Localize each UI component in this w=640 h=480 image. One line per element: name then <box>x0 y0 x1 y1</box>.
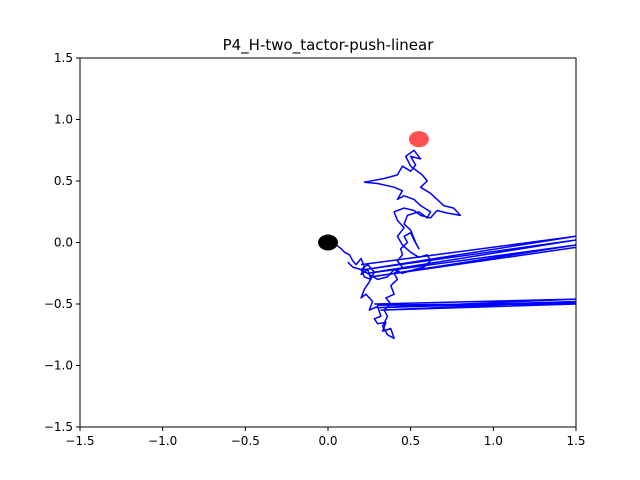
x-axis: −1.5 −1.0 −0.5 0.0 0.5 1.0 1.5 <box>65 427 586 448</box>
y-tick-label: 0.5 <box>54 174 73 188</box>
y-tick-label: 1.5 <box>54 51 73 65</box>
x-tick-label: −1.5 <box>65 434 94 448</box>
series-layer <box>327 149 576 340</box>
x-tick-label: 1.5 <box>566 434 585 448</box>
y-tick-label: 1.0 <box>54 113 73 127</box>
y-axis: −1.5 −1.0 −0.5 0.0 0.5 1.0 1.5 <box>44 51 80 434</box>
x-tick-label: 0.0 <box>318 434 337 448</box>
x-tick-label: −1.0 <box>148 434 177 448</box>
chart-title: P4_H-two_tactor-push-linear <box>223 36 435 55</box>
y-tick-label: −1.5 <box>44 420 73 434</box>
trajectory-line-0 <box>327 149 462 340</box>
start-point <box>318 234 338 251</box>
x-tick-label: 1.0 <box>484 434 503 448</box>
target-point <box>408 131 429 148</box>
y-tick-label: 0.0 <box>54 236 73 250</box>
x-tick-label: 0.5 <box>401 434 420 448</box>
trajectory-line-1 <box>361 235 576 278</box>
marker-layer <box>318 131 429 251</box>
y-tick-label: −1.0 <box>44 359 73 373</box>
x-tick-label: −0.5 <box>231 434 260 448</box>
trajectory-line-2 <box>374 298 576 311</box>
y-tick-label: −0.5 <box>44 297 73 311</box>
